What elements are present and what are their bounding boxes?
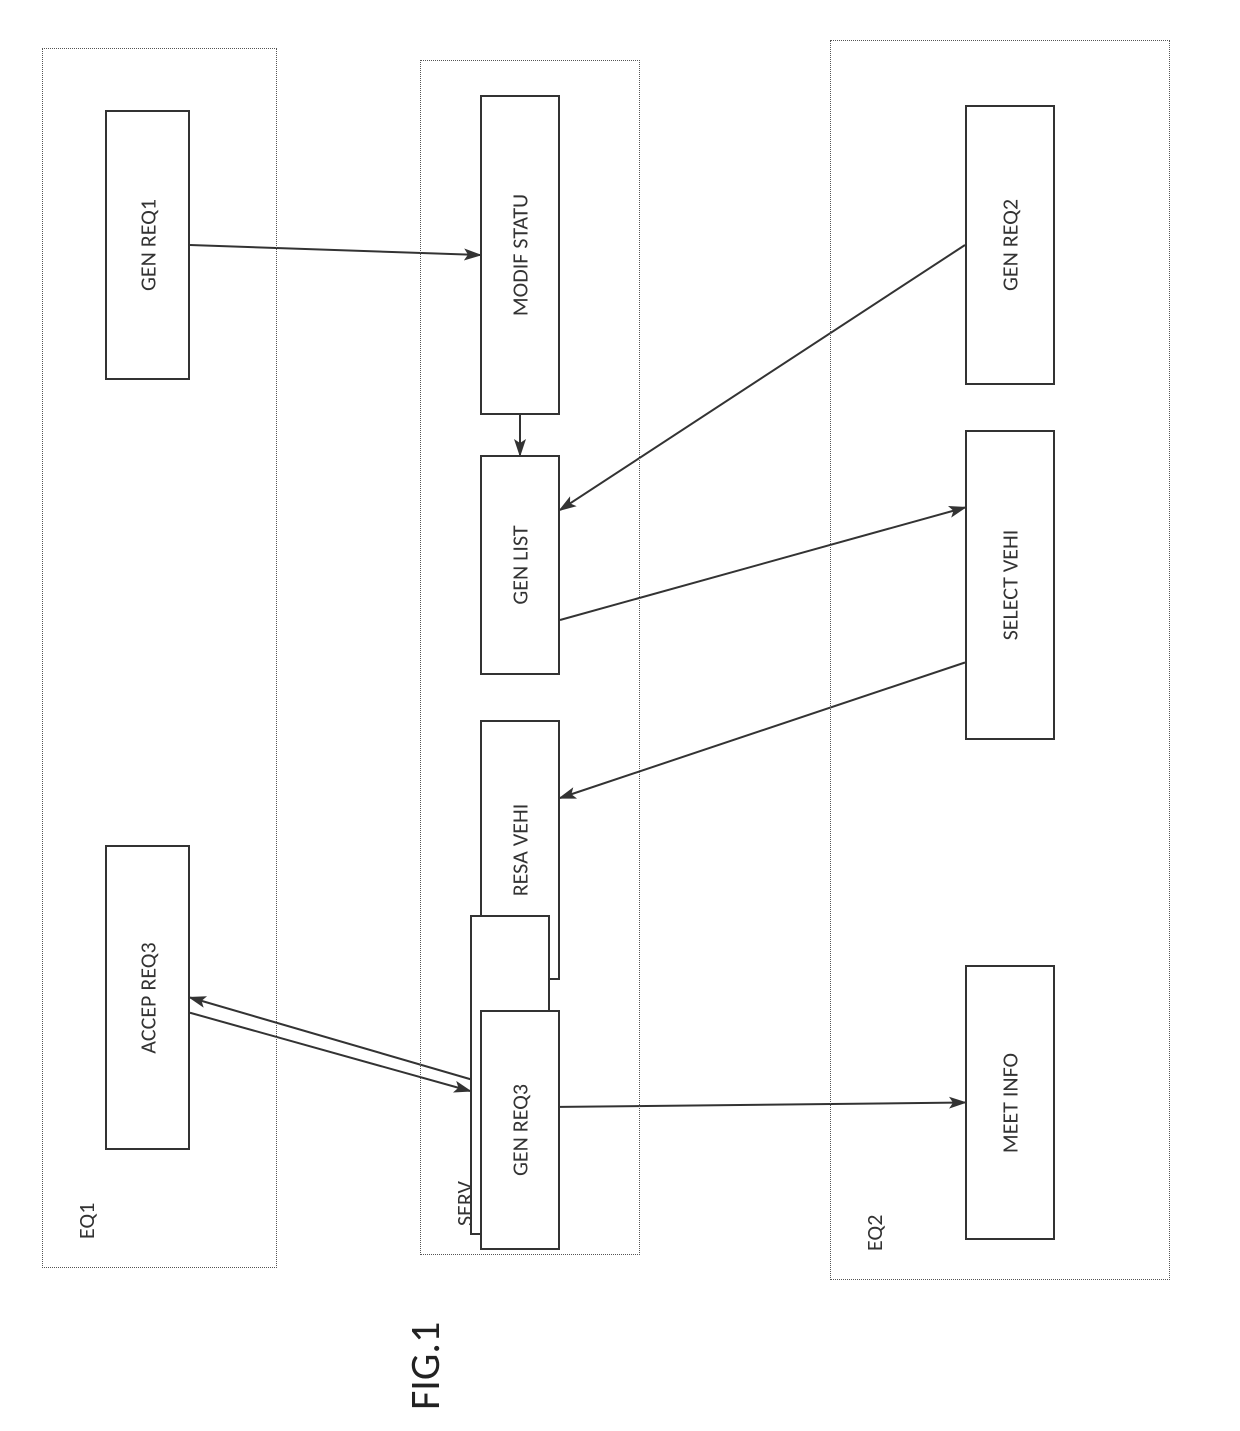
- lane-label-eq1: EQ1: [73, 1203, 100, 1239]
- lane-label-eq2: EQ2: [861, 1215, 888, 1251]
- node-label-gen_req1: GEN REQ1: [134, 199, 161, 291]
- node-label-select_vehi: SELECT VEHI: [997, 530, 1024, 641]
- node-gen_req1: GEN REQ1: [105, 110, 190, 380]
- node-accep_req3: ACCEP REQ3: [105, 845, 190, 1150]
- node-gen_list: GEN LIST: [480, 455, 560, 675]
- node-modif_statu1: MODIF STATU: [480, 95, 560, 415]
- node-label-gen_req3: GEN REQ3: [507, 1084, 534, 1176]
- node-select_vehi: SELECT VEHI: [965, 430, 1055, 740]
- figure-label: FIG.1: [400, 1322, 451, 1410]
- node-gen_req3: GEN REQ3: [480, 1010, 560, 1250]
- node-label-modif_statu1: MODIF STATU: [507, 194, 534, 316]
- node-gen_req2: GEN REQ2: [965, 105, 1055, 385]
- node-label-meet_info: MEET INFO: [997, 1052, 1024, 1152]
- node-label-resa_vehi: RESA VEHI: [507, 804, 534, 897]
- node-label-gen_req2: GEN REQ2: [997, 199, 1024, 291]
- node-label-gen_list: GEN LIST: [507, 525, 534, 604]
- node-meet_info: MEET INFO: [965, 965, 1055, 1240]
- diagram-canvas: FIG.1 EQ1SERVEQ2GEN REQ1ACCEP REQ3MODIF …: [0, 0, 1240, 1431]
- node-label-accep_req3: ACCEP REQ3: [134, 942, 161, 1053]
